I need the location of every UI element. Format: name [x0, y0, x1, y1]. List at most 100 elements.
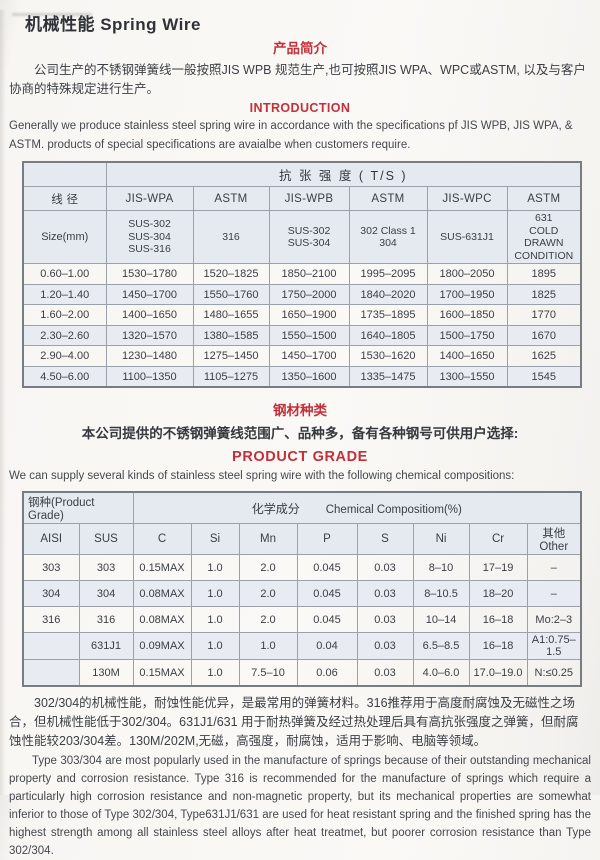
- table-cell: 0.60–1.00: [22, 263, 107, 285]
- grade-cell: SUS-302 SUS-304: [268, 209, 350, 265]
- corner-cell: [22, 161, 107, 187]
- table-cell: 1320–1570: [105, 324, 194, 347]
- table-row: 线 径 JIS-WPA ASTM JIS-WPB ASTM JIS-WPC AS…: [22, 186, 582, 211]
- table-cell: 1770: [506, 304, 582, 326]
- table-cell: 17–19: [468, 554, 528, 582]
- table-cell: 1.60–2.00: [22, 304, 107, 326]
- table-cell: 4.50–6.00: [22, 365, 107, 388]
- table-row: 4.50–6.00 1100–1350 1105–1275 1350–1600 1335…: [22, 365, 582, 388]
- column-header: ASTM: [506, 186, 582, 211]
- table-cell: 1480–1655: [192, 304, 270, 326]
- table-cell: 1450–1700: [105, 283, 194, 306]
- table-row: 抗 张 强 度 ( T/S ): [22, 161, 582, 187]
- table-row: Size(mm) SUS-302 SUS-304 SUS-316 316 SUS…: [22, 209, 582, 265]
- section-heading-introduction-en: INTRODUCTION: [249, 101, 351, 115]
- table-cell: 1735–1895: [348, 304, 428, 326]
- table-cell: 303: [78, 554, 134, 582]
- table-cell: 1.0: [190, 580, 240, 608]
- table-cell: 1995–2095: [348, 263, 428, 285]
- table-cell: 1520–1825: [192, 263, 270, 285]
- table-cell: 1550–1760: [192, 283, 270, 306]
- table-cell: –: [526, 554, 582, 582]
- table-cell: 1700–1950: [426, 283, 508, 306]
- table-cell: 1530–1620: [348, 345, 428, 367]
- table-cell: 1.0: [190, 606, 240, 634]
- footer-paragraph-cn: 302/304的机械性能，耐蚀性能优异，是最常用的弹簧材料。316推荐用于高度耐…: [9, 696, 579, 749]
- table-cell: 1335–1475: [348, 365, 428, 388]
- table-cell: 304: [78, 580, 134, 608]
- table-row: 631J1 0.09MAX 1.0 1.0 0.04 0.03 6.5–8.5 16–18 A1…: [22, 632, 582, 661]
- table-row: 1.20–1.40 1450–1700 1550–1760 1750–2000 1840…: [22, 283, 582, 306]
- chemical-composition-header: 化学成分 Chemical Compositiom(%): [132, 491, 582, 525]
- column-header: JIS-WPB: [268, 186, 350, 211]
- table-cell: 0.045: [296, 554, 358, 582]
- table-cell: Mn: [238, 523, 298, 556]
- table-cell: 8–10.5: [412, 580, 470, 608]
- table-cell: 1450–1700: [268, 345, 350, 367]
- table-row: 316 316 0.08MAX 1.0 2.0 0.045 0.03 10–14 16–18 Mo…: [22, 606, 582, 634]
- footer-paragraph-en: Type 303/304 are most popularly used in …: [9, 755, 591, 858]
- table-cell: 1.0: [190, 659, 240, 687]
- table-cell: 1550–1500: [268, 324, 350, 347]
- table-cell: –: [526, 580, 582, 608]
- table-row: 303 303 0.15MAX 1.0 2.0 0.045 0.03 8–10 17–19–: [22, 554, 582, 582]
- table-cell: 0.08MAX: [132, 580, 192, 608]
- table-cell: 1.0: [238, 632, 298, 661]
- table-cell: 1230–1480: [105, 345, 194, 367]
- intro-paragraph-cn: 公司生产的不锈钢弹簧线一般按照JIS WPB 规范生产,也可按照JIS WPA、…: [9, 63, 586, 96]
- table-cell: 1640–1805: [348, 324, 428, 347]
- table-cell: [22, 659, 80, 687]
- table-cell: 316: [22, 606, 80, 634]
- table-cell: 1105–1275: [192, 365, 270, 388]
- table-cell: 631J1: [78, 632, 134, 661]
- scan-artifact: [12, 13, 92, 16]
- grade-cell: SUS-302 SUS-304 SUS-316: [105, 209, 194, 265]
- table-cell: 16–18: [468, 632, 528, 661]
- table-cell: 1670: [506, 324, 582, 347]
- steel-types-paragraph-cn: 本公司提供的不锈钢弹簧线范围广、品种多，备有各种钢号可供用户选择:: [81, 426, 519, 442]
- section-heading-product-intro-cn: 产品简介: [273, 41, 327, 56]
- table-row: 1.60–2.00 1400–1650 1480–1655 1650–1900 1735…: [22, 304, 582, 326]
- table-cell: 1350–1600: [268, 365, 350, 388]
- table-cell: 1380–1585: [192, 324, 270, 347]
- table-cell: 1850–2100: [268, 263, 350, 285]
- table-row: 130M 0.15MAX 1.0 7.5–10 0.06 0.03 4.0–6.0 17.0–…: [22, 659, 582, 687]
- table-cell: Si: [190, 523, 240, 556]
- section-heading-steel-types-cn: 钢材种类: [273, 403, 327, 419]
- table-cell: 130M: [78, 659, 134, 687]
- chemical-composition-table-body: 303 303 0.15MAX 1.0 2.0 0.045 0.03 8–10 17–19–30…: [22, 554, 582, 687]
- table-cell: 1.0: [190, 632, 240, 661]
- table-cell: 1840–2020: [348, 283, 428, 306]
- table-cell: 8–10: [412, 554, 470, 582]
- page-title: 机械性能 Spring Wire: [25, 15, 201, 34]
- table-cell: SUS: [78, 523, 134, 556]
- table-cell: 316: [78, 606, 134, 634]
- grade-cell: SUS-631J1: [426, 209, 508, 265]
- table-cell: 0.15MAX: [132, 554, 192, 582]
- table-cell: 0.03: [356, 554, 414, 582]
- table-cell: 0.09MAX: [132, 632, 192, 661]
- table-cell: 17.0–19.0: [468, 659, 528, 687]
- table-cell: 1275–1450: [192, 345, 270, 367]
- table-cell: 1300–1550: [426, 365, 508, 388]
- table-cell: A1:0.75–1.5: [526, 632, 582, 661]
- table-cell: 0.03: [356, 659, 414, 687]
- size-label-en: Size(mm): [22, 209, 107, 265]
- column-header: ASTM: [348, 186, 428, 211]
- product-grade-header: 钢种(Product Grade): [22, 491, 134, 525]
- table-cell: 2.90–4.00: [22, 345, 107, 367]
- table-cell: 1800–2050: [426, 263, 508, 285]
- table-cell: 10–14: [412, 606, 470, 634]
- table-cell: 1100–1350: [105, 365, 194, 388]
- table-cell: 1.0: [190, 554, 240, 582]
- chemical-composition-header-en: Chemical Compositiom(%): [325, 503, 462, 516]
- table-cell: 1.20–1.40: [22, 283, 107, 306]
- table-row: AISI SUS C Si Mn P S Ni Cr 其他 Other: [22, 523, 582, 556]
- table-cell: 0.03: [356, 580, 414, 608]
- table-cell: 1750–2000: [268, 283, 350, 306]
- tensile-strength-table-body: 0.60–1.00 1530–1780 1520–1825 1850–2100 1995…: [22, 263, 582, 388]
- tensile-strength-span-header: 抗 张 强 度 ( T/S ): [105, 161, 582, 187]
- grade-cell: 316: [192, 209, 270, 265]
- table-row: 0.60–1.00 1530–1780 1520–1825 1850–2100 1995…: [22, 263, 582, 285]
- column-header: ASTM: [192, 186, 270, 211]
